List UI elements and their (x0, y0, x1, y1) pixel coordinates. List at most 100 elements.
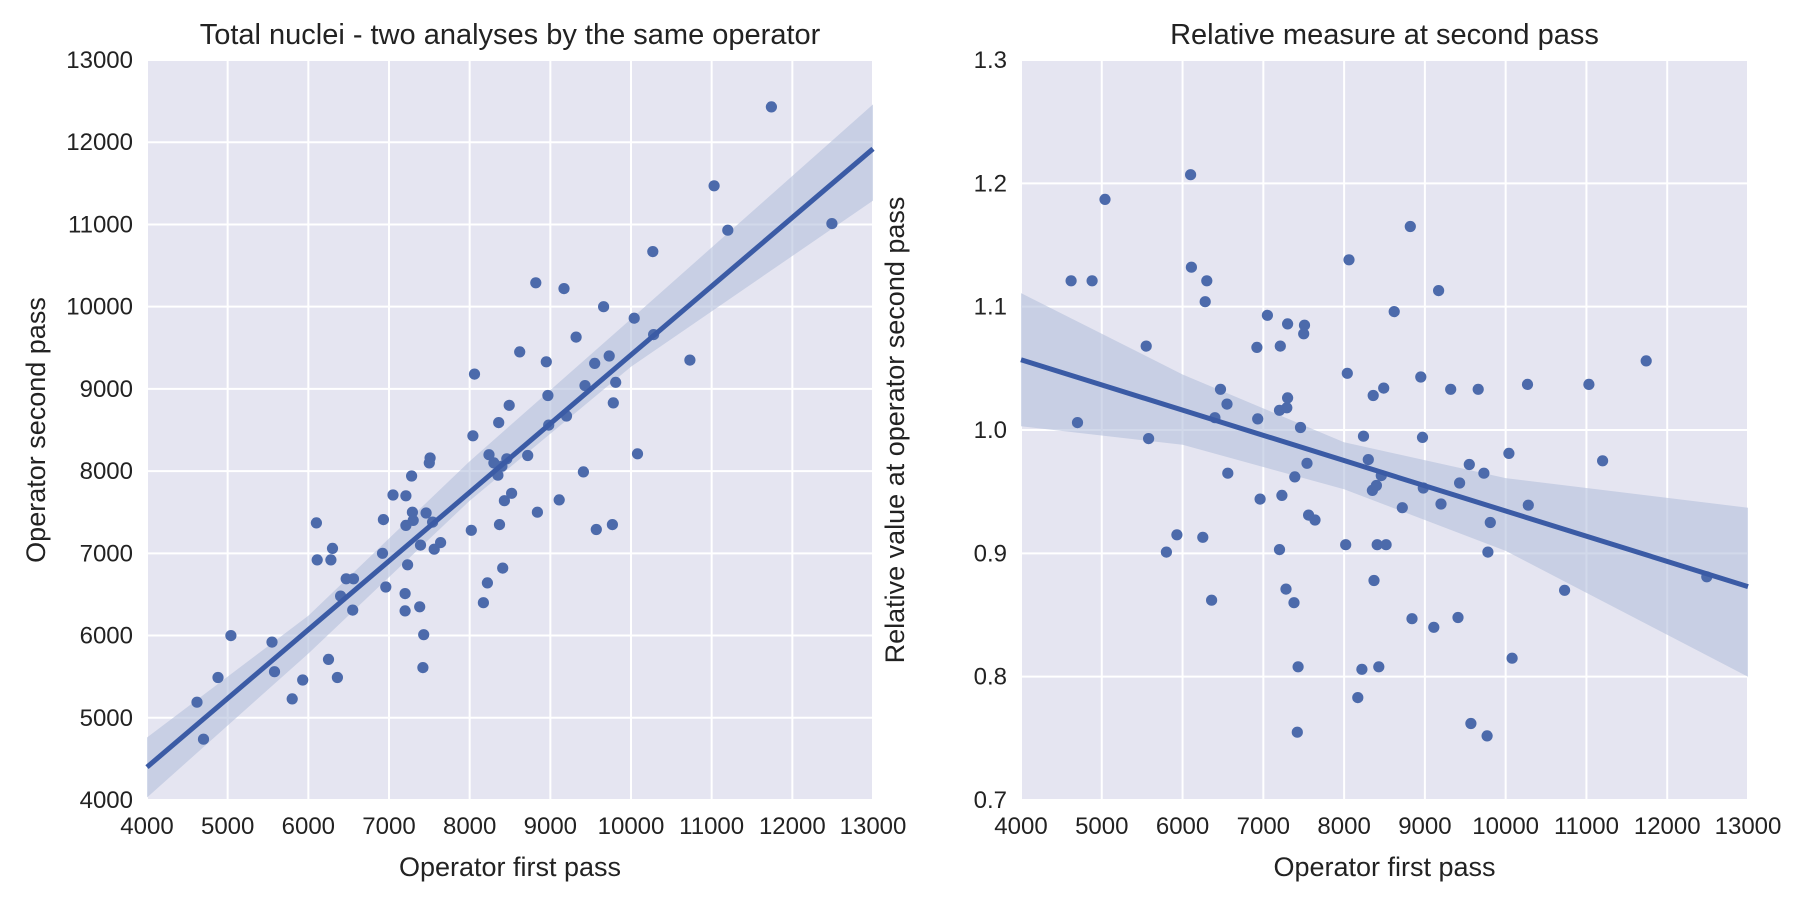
left-x-tick-label: 8000 (443, 813, 496, 840)
right-data-point (1251, 341, 1263, 353)
left-data-point (610, 376, 622, 388)
right-data-point (1301, 457, 1313, 469)
right-x-tick-label: 9000 (1398, 813, 1451, 840)
right-data-point (1503, 447, 1515, 459)
left-data-point (380, 581, 392, 593)
right-x-tick-label: 12000 (1634, 813, 1701, 840)
left-data-point (483, 449, 495, 461)
left-data-point (399, 588, 411, 600)
right-data-point (1222, 467, 1234, 479)
right-data-point (1340, 539, 1352, 551)
left-data-point (322, 653, 335, 666)
left-data-point (493, 519, 506, 531)
right-data-point (1371, 539, 1383, 551)
left-x-tick-label: 7000 (362, 813, 415, 840)
right-data-point (1214, 383, 1227, 395)
left-x-tick-label: 13000 (840, 813, 907, 840)
right-data-point (1406, 613, 1418, 625)
right-data-point (1099, 193, 1111, 205)
right-y-tick-label: 0.9 (974, 540, 1007, 567)
left-data-point (435, 537, 447, 549)
left-data-point (606, 519, 619, 531)
right-data-point (1463, 458, 1475, 471)
left-y-tick-label: 9000 (80, 376, 133, 403)
left-y-tick-label: 6000 (80, 623, 133, 650)
right-data-point (1373, 661, 1385, 673)
left-data-point (558, 283, 570, 295)
right-data-point (1276, 489, 1288, 501)
left-data-point (286, 693, 298, 705)
left-data-point (465, 524, 477, 536)
right-data-point (1261, 309, 1273, 321)
left-y-tick-label: 7000 (80, 540, 133, 567)
right-data-point (1341, 367, 1353, 379)
left-x-tick-label: 5000 (201, 813, 254, 840)
right-x-tick-label: 13000 (1715, 813, 1782, 840)
left-data-point (598, 301, 610, 313)
right-data-point (1415, 371, 1427, 383)
right-data-point (1597, 455, 1609, 467)
right-data-point (1378, 382, 1390, 394)
right-data-point (1281, 402, 1293, 414)
right-data-point (1367, 389, 1379, 402)
left-data-point (420, 507, 432, 519)
left-data-point (325, 554, 337, 566)
right-data-point (1252, 413, 1264, 425)
right-x-tick-label: 5000 (1075, 813, 1128, 840)
right-data-point (1370, 479, 1382, 492)
right-data-point (1291, 726, 1303, 738)
right-data-point (1445, 383, 1457, 395)
left-y-tick-label: 10000 (66, 294, 133, 321)
left-data-point (414, 539, 427, 551)
right-chart-title: Relative measure at second pass (1170, 19, 1599, 51)
left-data-point (376, 547, 389, 559)
right-data-point (1140, 340, 1152, 352)
left-data-point (522, 449, 534, 462)
left-data-point (468, 368, 481, 380)
left-x-tick-label: 6000 (282, 813, 335, 840)
right-data-point (1583, 378, 1595, 390)
left-data-point (326, 542, 339, 555)
left-x-tick-label: 4000 (120, 813, 173, 840)
right-data-point (1482, 546, 1494, 558)
left-data-point (577, 466, 590, 478)
left-data-point (297, 674, 309, 686)
left-data-point (406, 506, 418, 518)
right-data-point (1288, 597, 1300, 609)
right-data-point (1481, 730, 1493, 742)
right-data-point (1086, 275, 1098, 287)
left-data-point (347, 573, 360, 585)
left-data-point (467, 430, 479, 442)
left-data-point (765, 101, 778, 113)
left-data-point (506, 487, 518, 499)
left-data-point (414, 601, 426, 613)
left-confidence-band (147, 104, 873, 798)
right-data-point (1472, 383, 1484, 395)
left-data-point (481, 577, 493, 589)
right-y-tick-label: 0.8 (974, 664, 1007, 691)
left-data-point (400, 490, 412, 502)
right-x-tick-label: 6000 (1156, 813, 1209, 840)
left-y-axis-title: Operator second pass (21, 297, 51, 563)
left-y-tick-label: 12000 (66, 129, 133, 156)
left-data-point (347, 604, 359, 616)
left-data-point (266, 636, 278, 648)
right-data-point (1362, 454, 1374, 466)
right-data-point (1484, 516, 1496, 529)
left-data-point (477, 597, 489, 609)
right-data-point (1289, 471, 1301, 483)
right-data-point (1396, 502, 1408, 514)
left-y-tick-label: 5000 (80, 705, 133, 732)
left-data-point (497, 562, 509, 574)
right-data-point (1206, 594, 1218, 606)
right-data-point (1404, 220, 1416, 233)
left-data-point (647, 246, 659, 258)
left-x-axis-title: Operator first pass (399, 852, 621, 882)
left-data-point (708, 180, 720, 192)
right-y-axis-title: Relative value at operator second pass (880, 197, 910, 664)
right-plot-group: 4000 5000 6000 7000 8000 9000 10000 11000 12000 1… (880, 19, 1781, 882)
left-data-point (530, 277, 542, 289)
left-data-point (197, 733, 210, 745)
